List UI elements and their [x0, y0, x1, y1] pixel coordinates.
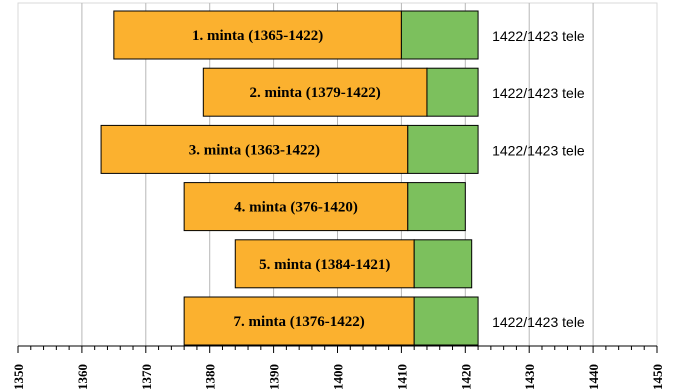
range-bar — [183, 182, 409, 232]
x-tick-label: 1360 — [75, 364, 90, 390]
bar-row: 3. minta (1363-1422) 1422/1423 tele — [100, 124, 585, 174]
bar-row: 1. minta (1365-1422) 1422/1423 tele — [113, 10, 585, 60]
bar-label: 2. minta (1379-1422) — [250, 85, 381, 101]
x-tick-label: 1370 — [139, 364, 154, 390]
x-axis: 1350 1360 1370 1380 1390 1400 1410 1420 1430 1440… — [11, 345, 665, 390]
end-segment-bar — [426, 67, 479, 117]
bar-row: 5. minta (1384-1421) — [234, 239, 473, 289]
x-tick-label: 1410 — [394, 364, 409, 390]
end-note-label: 1422/1423 tele — [492, 85, 585, 101]
bar-row: 2. minta (1379-1422) 1422/1423 tele — [202, 67, 585, 117]
bar-label: 1. minta (1365-1422) — [192, 28, 323, 44]
x-tick-label: 1400 — [331, 364, 346, 390]
end-note-label: 1422/1423 tele — [492, 142, 585, 158]
range-bar — [100, 124, 409, 174]
x-tick-label: 1420 — [458, 364, 473, 390]
end-segment-bar — [407, 124, 479, 174]
range-bar — [183, 296, 415, 346]
range-bar — [234, 239, 415, 289]
x-tick-label: 1440 — [586, 364, 601, 390]
end-segment-bar — [400, 10, 479, 60]
x-tick-label: 1450 — [650, 364, 665, 390]
x-tick-label: 1380 — [203, 364, 218, 390]
end-note-label: 1422/1423 tele — [492, 314, 585, 330]
bar-label: 7. minta (1376-1422) — [234, 314, 365, 330]
bar-row: 4. minta (376-1420) — [183, 182, 466, 232]
bar-row: 7. minta (1376-1422) 1422/1423 tele — [183, 296, 585, 346]
bar-label: 4. minta (376-1420) — [234, 200, 358, 216]
end-note-label: 1422/1423 tele — [492, 28, 585, 44]
end-segment-bar — [413, 239, 473, 289]
x-tick-label: 1350 — [11, 364, 26, 390]
x-tick-label: 1430 — [522, 364, 537, 390]
bar-label: 5. minta (1384-1421) — [259, 257, 390, 273]
end-segment-bar — [407, 182, 466, 232]
bar-label: 3. minta (1363-1422) — [189, 142, 320, 158]
x-tick-label: 1390 — [267, 364, 282, 390]
end-segment-bar — [413, 296, 479, 346]
